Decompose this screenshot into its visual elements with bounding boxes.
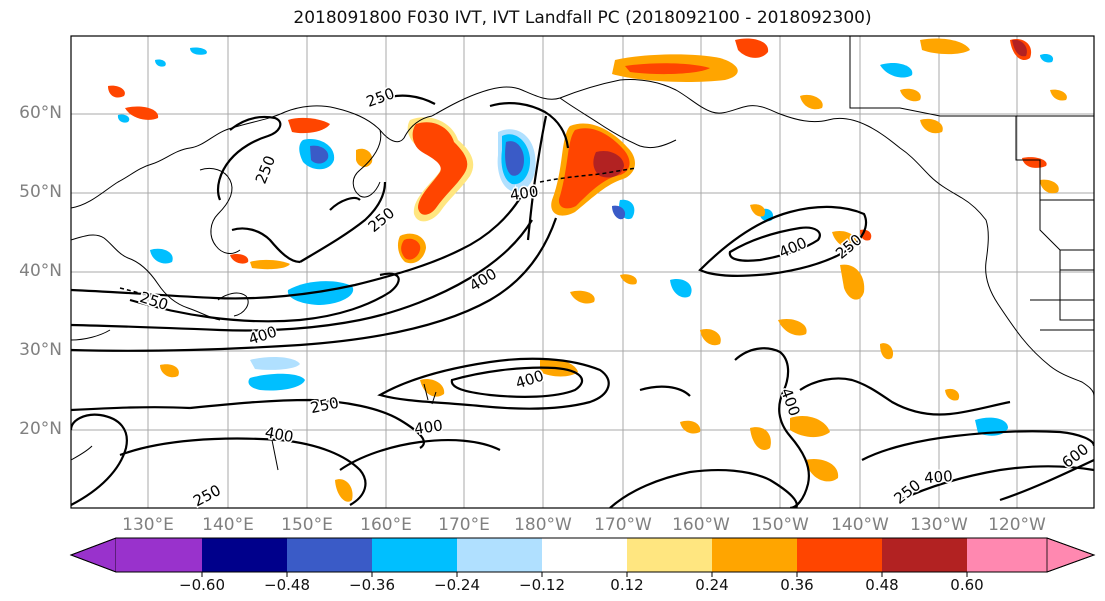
colorbar-outline (69, 537, 1096, 573)
colorbar-swatch-9 (797, 538, 882, 572)
lon-label: 130°E (122, 515, 174, 535)
lon-label: 140°W (831, 515, 889, 535)
colorbar-swatch-2 (202, 538, 287, 572)
lon-label: 120°W (988, 515, 1046, 535)
lon-label: 140°E (202, 515, 254, 535)
lon-label: 160°W (672, 515, 730, 535)
colorbar-tick-label: −0.60 (179, 576, 225, 594)
lon-label: 160°E (360, 515, 412, 535)
colorbar-tick-label: 0.36 (780, 576, 814, 594)
dashed-lines (119, 167, 637, 301)
colorbar-tick-label: 0.24 (695, 576, 729, 594)
lon-label: 170°W (594, 515, 652, 535)
colorbar-tick-label: 0.60 (950, 576, 984, 594)
colorbar-tick-label: 0.12 (610, 576, 644, 594)
plot-title: 2018091800 F030 IVT, IVT Landfall PC (20… (293, 8, 872, 28)
map-frame (70, 35, 1095, 509)
colorbar-tick-label: 0.48 (865, 576, 899, 594)
colorbar-swatch-3 (287, 538, 372, 572)
colorbar-extend-low (69, 537, 117, 573)
lat-label-40n: 40°N (19, 261, 62, 281)
lon-label: 170°E (438, 515, 490, 535)
colorbar-swatch-10 (882, 538, 967, 572)
lon-label: 180°W (514, 515, 572, 535)
lat-label-30n: 30°N (19, 340, 62, 360)
lon-label: 150°E (281, 515, 333, 535)
colorbar-swatch-8 (712, 538, 797, 572)
colorbar-swatch-7 (627, 538, 712, 572)
coastlines (71, 36, 1094, 471)
lon-label: 130°W (910, 515, 968, 535)
colorbar-swatch-1 (116, 538, 202, 572)
ivt-contours (71, 94, 1094, 508)
lon-label: 150°W (751, 515, 809, 535)
colorbar-tick-label: −0.48 (264, 576, 310, 594)
colorbar-swatch-4 (372, 538, 457, 572)
colorbar-swatch-11 (967, 538, 1047, 572)
lat-label-60n: 60°N (19, 103, 62, 123)
colorbar-tick-label: −0.36 (349, 576, 395, 594)
colorbar-swatch-6 (542, 538, 627, 572)
colorbar (69, 537, 1096, 577)
colorbar-tick-label: −0.24 (434, 576, 480, 594)
colorbar-swatch-5 (457, 538, 542, 572)
lat-label-50n: 50°N (19, 182, 62, 202)
colorbar-tick-label: −0.12 (519, 576, 565, 594)
colorbar-extend-high (1046, 537, 1096, 573)
lat-label-20n: 20°N (19, 419, 62, 439)
